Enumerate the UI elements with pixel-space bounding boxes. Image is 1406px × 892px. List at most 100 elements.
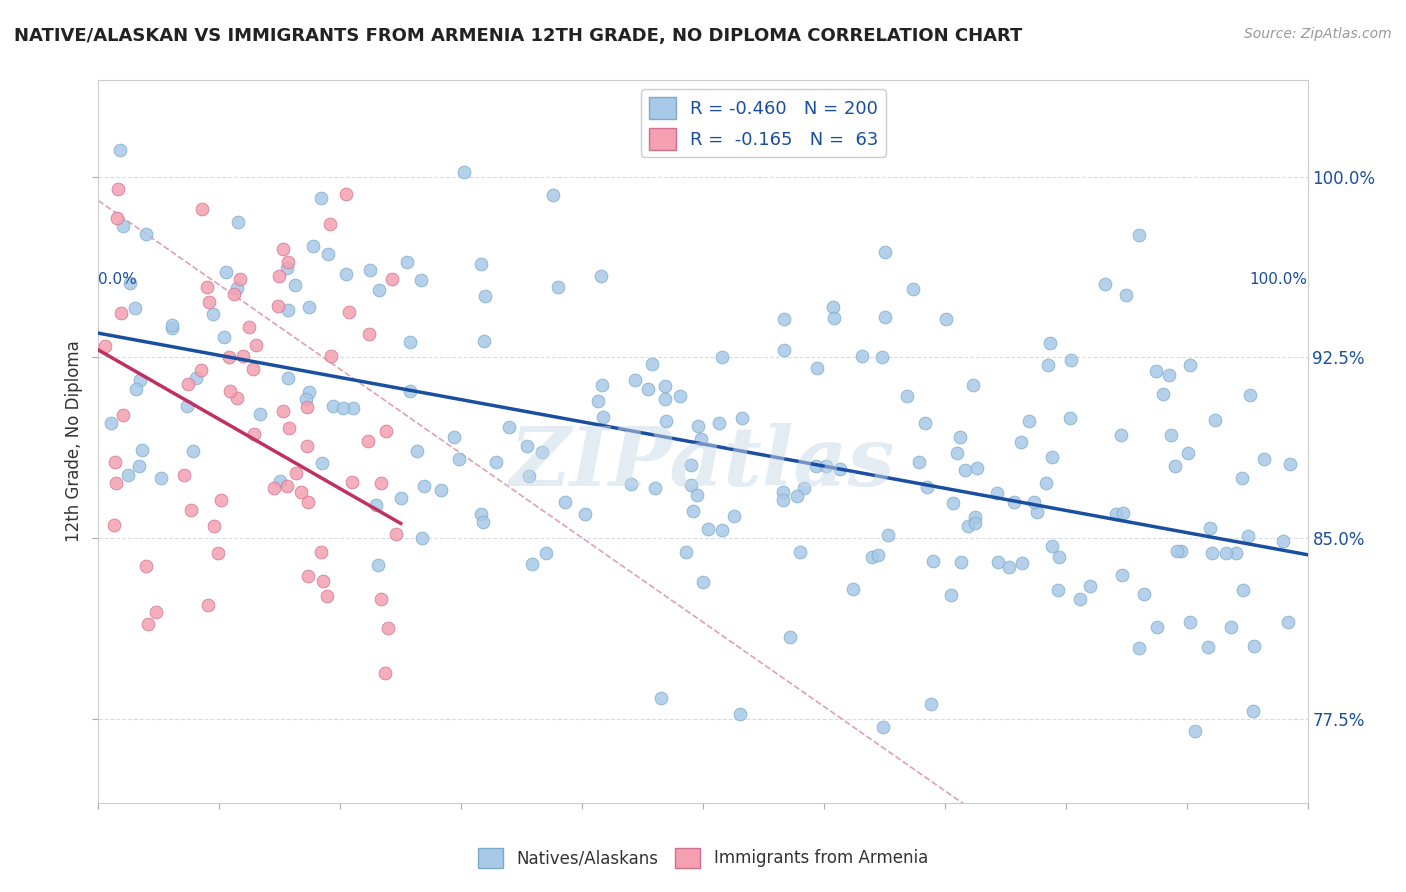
Point — [364, 498, 387, 512]
Point — [104, 455, 127, 469]
Point — [922, 554, 945, 568]
Point — [534, 546, 557, 560]
Point — [1201, 546, 1223, 560]
Point — [337, 305, 360, 319]
Point — [654, 379, 676, 393]
Point — [103, 518, 125, 533]
Point — [519, 469, 541, 483]
Point — [1146, 620, 1168, 634]
Point — [1047, 549, 1070, 564]
Point — [197, 599, 219, 613]
Point — [1111, 567, 1133, 582]
Point — [1236, 529, 1258, 543]
Point — [1215, 546, 1237, 560]
Text: ZIPatlas: ZIPatlas — [510, 423, 896, 503]
Point — [398, 334, 420, 349]
Point — [276, 479, 298, 493]
Point — [949, 555, 972, 569]
Point — [1078, 578, 1101, 592]
Point — [474, 289, 496, 303]
Point — [953, 463, 976, 477]
Point — [908, 455, 931, 469]
Point — [789, 545, 811, 559]
Point — [191, 202, 214, 216]
Point — [1197, 640, 1219, 655]
Point — [368, 283, 391, 297]
Point — [1178, 615, 1201, 629]
Point — [135, 227, 157, 241]
Point — [1278, 457, 1301, 471]
Point — [873, 245, 896, 260]
Point — [340, 475, 363, 489]
Point — [177, 376, 200, 391]
Point — [295, 392, 318, 406]
Point — [267, 299, 290, 313]
Point — [793, 481, 815, 495]
Point — [117, 467, 139, 482]
Point — [1047, 582, 1070, 597]
Point — [842, 582, 865, 596]
Point — [131, 443, 153, 458]
Point — [772, 492, 794, 507]
Point — [773, 312, 796, 326]
Point — [359, 262, 381, 277]
Point — [920, 697, 942, 711]
Point — [128, 459, 150, 474]
Point — [1109, 428, 1132, 442]
Point — [873, 310, 896, 324]
Point — [696, 522, 718, 536]
Point — [269, 475, 291, 489]
Point — [297, 439, 319, 453]
Point — [1178, 358, 1201, 372]
Point — [1039, 335, 1062, 350]
Point — [110, 143, 132, 157]
Point — [620, 476, 643, 491]
Point — [472, 334, 495, 348]
Point — [1128, 228, 1150, 243]
Point — [1253, 451, 1275, 466]
Point — [100, 416, 122, 430]
Point — [675, 545, 697, 559]
Point — [1026, 505, 1049, 519]
Point — [238, 320, 260, 334]
Point — [520, 557, 543, 571]
Point — [298, 384, 321, 399]
Point — [731, 411, 754, 425]
Point — [370, 475, 392, 490]
Point — [411, 531, 433, 545]
Point — [319, 349, 342, 363]
Point — [285, 466, 308, 480]
Point — [877, 528, 900, 542]
Point — [1040, 539, 1063, 553]
Point — [389, 491, 412, 505]
Point — [870, 351, 893, 365]
Point — [1011, 556, 1033, 570]
Point — [470, 257, 492, 271]
Point — [786, 489, 808, 503]
Point — [173, 467, 195, 482]
Point — [318, 247, 340, 261]
Point — [263, 481, 285, 495]
Point — [998, 559, 1021, 574]
Point — [935, 311, 957, 326]
Text: Source: ZipAtlas.com: Source: ZipAtlas.com — [1244, 27, 1392, 41]
Point — [453, 164, 475, 178]
Point — [218, 350, 240, 364]
Point — [679, 458, 702, 473]
Point — [1239, 387, 1261, 401]
Point — [176, 400, 198, 414]
Point — [547, 280, 569, 294]
Point — [318, 217, 340, 231]
Point — [692, 574, 714, 589]
Point — [120, 277, 142, 291]
Point — [271, 404, 294, 418]
Point — [225, 281, 247, 295]
Point — [356, 434, 378, 448]
Point — [298, 301, 321, 315]
Point — [374, 666, 396, 681]
Point — [406, 444, 429, 458]
Point — [249, 407, 271, 421]
Point — [215, 265, 238, 279]
Point — [332, 401, 354, 415]
Point — [1230, 471, 1253, 485]
